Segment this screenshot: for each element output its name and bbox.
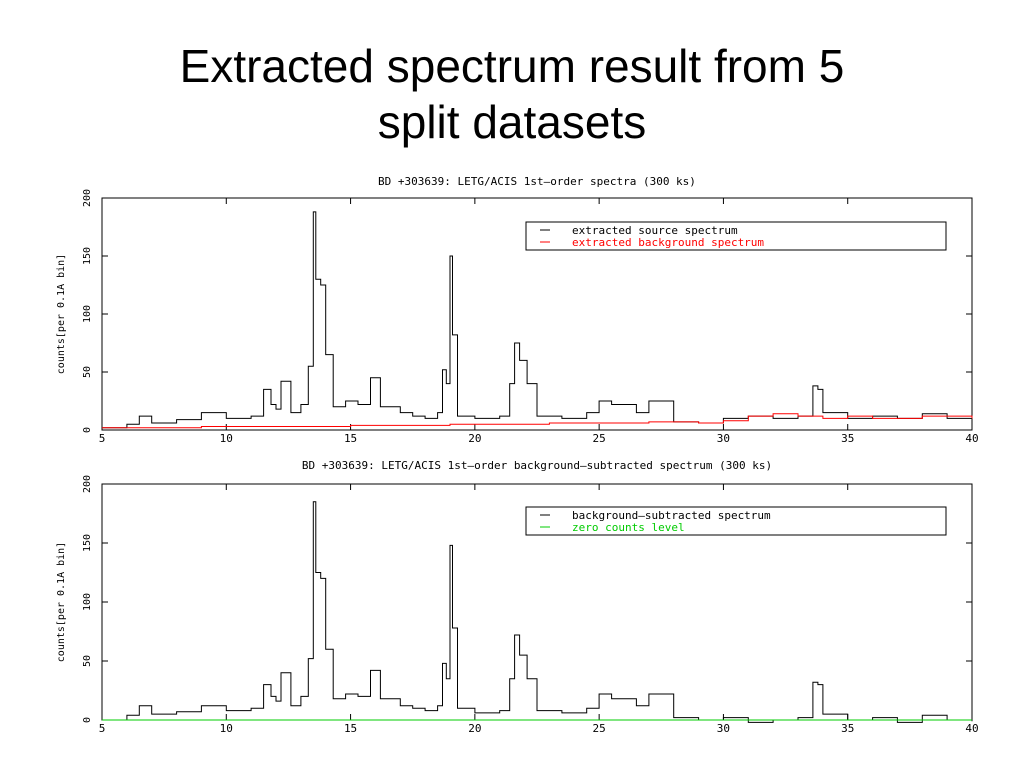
- chart-0-title: BD +303639: LETG/ACIS 1st—order spectra …: [378, 175, 696, 188]
- chart-1-legend-box: [525, 506, 947, 536]
- chart-0-x-tick-label: 10: [220, 432, 233, 445]
- chart-1-x-tick-label: 40: [965, 722, 978, 735]
- chart-0-x-tick-label: 5: [99, 432, 106, 445]
- chart-1-x-tick-label: 35: [841, 722, 854, 735]
- bottom-spectrum-chart: BD +303639: LETG/ACIS 1st—order backgrou…: [56, 459, 979, 735]
- chart-0-legend-entry: extracted source spectrum: [572, 224, 738, 237]
- chart-1-x-tick-label: 5: [99, 722, 106, 735]
- chart-0-y-tick-label: 0: [82, 427, 93, 433]
- chart-1-x-tick-label: 30: [717, 722, 730, 735]
- chart-1-x-tick-label: 25: [593, 722, 606, 735]
- chart-0-legend-box: [525, 221, 947, 251]
- slide-title-line-1: Extracted spectrum result from 5: [179, 40, 845, 92]
- slide-title-line-2: split datasets: [377, 96, 647, 148]
- chart-1-x-tick-label: 10: [220, 722, 233, 735]
- chart-0-y-tick-label: 200: [82, 189, 93, 207]
- chart-1-y-axis-label: counts[per 0.1A bin]: [56, 542, 67, 662]
- chart-1-y-tick-label: 0: [82, 717, 93, 723]
- chart-1-title: BD +303639: LETG/ACIS 1st—order backgrou…: [302, 459, 772, 472]
- chart-1-x-tick-label: 20: [468, 722, 481, 735]
- chart-0-y-tick-label: 50: [82, 366, 93, 378]
- chart-0-y-axis-label: counts[per 0.1A bin]: [56, 254, 67, 374]
- chart-0-x-tick-label: 35: [841, 432, 854, 445]
- top-spectrum-chart: BD +303639: LETG/ACIS 1st—order spectra …: [56, 175, 979, 445]
- chart-0-x-tick-label: 25: [593, 432, 606, 445]
- chart-0-series-line-0: [102, 211, 973, 429]
- chart-0-y-tick-label: 100: [82, 305, 93, 323]
- chart-0-x-tick-label: 40: [965, 432, 978, 445]
- chart-1-x-tick-label: 15: [344, 722, 357, 735]
- chart-1-y-tick-label: 50: [82, 655, 93, 667]
- chart-1-y-tick-label: 100: [82, 593, 93, 611]
- slide-title: Extracted spectrum result from 5 split d…: [0, 38, 1024, 150]
- chart-1-legend-entry: background—subtracted spectrum: [572, 509, 771, 522]
- chart-0-x-tick-label: 15: [344, 432, 357, 445]
- chart-0-x-tick-label: 20: [468, 432, 481, 445]
- chart-0-x-tick-label: 30: [717, 432, 730, 445]
- chart-0-y-tick-label: 150: [82, 247, 93, 265]
- chart-1-legend-entry: zero counts level: [572, 521, 685, 534]
- chart-1-y-tick-label: 150: [82, 534, 93, 552]
- chart-0-series-line-1: [102, 413, 973, 429]
- chart-1-y-tick-label: 200: [82, 475, 93, 493]
- chart-0-legend-entry: extracted background spectrum: [572, 236, 764, 249]
